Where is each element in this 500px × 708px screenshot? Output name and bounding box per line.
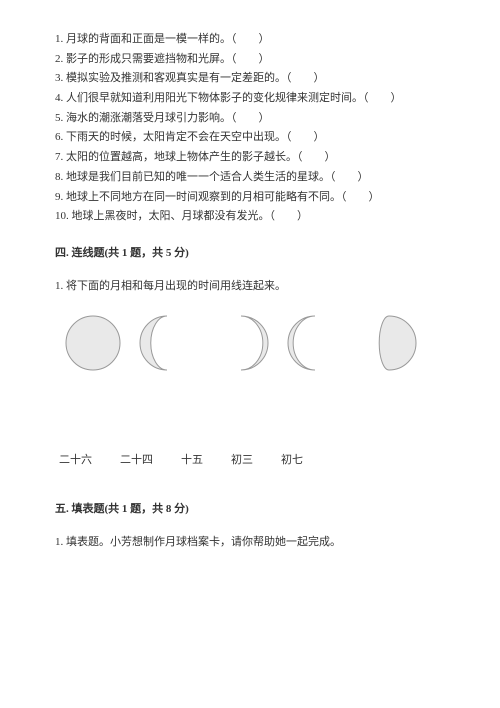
section-4-q1: 1. 将下面的月相和每月出现的时间用线连起来。	[55, 277, 450, 296]
judgment-item: 4. 人们很早就知道利用阳光下物体影子的变化规律来测定时间。（ ）	[55, 89, 450, 108]
judgment-question-list: 1. 月球的背面和正面是一模一样的。（ ）2. 影子的形成只需要遮挡物和光屏。（…	[55, 30, 450, 226]
judgment-item: 9. 地球上不同地方在同一时间观察到的月相可能略有不同。（ ）	[55, 188, 450, 207]
judgment-item: 7. 太阳的位置越高，地球上物体产生的影子越长。（ ）	[55, 148, 450, 167]
moon-phase-icon	[213, 315, 269, 371]
moon-phase-row	[65, 315, 450, 371]
moon-date-label: 二十四	[120, 451, 153, 470]
moon-phase	[213, 315, 269, 371]
moon-labels-row: 二十六 二十四 十五 初三 初七	[59, 451, 450, 470]
moon-date-label: 初七	[281, 451, 303, 470]
moon-phase	[65, 315, 121, 371]
moon-date-label: 十五	[181, 451, 203, 470]
moon-phase-icon	[139, 315, 195, 371]
judgment-item: 3. 模拟实验及推测和客观真实是有一定差距的。（ ）	[55, 69, 450, 88]
section-5-title: 五. 填表题(共 1 题，共 8 分)	[55, 500, 450, 519]
judgment-item: 8. 地球是我们目前已知的唯一一个适合人类生活的星球。（ ）	[55, 168, 450, 187]
moon-phase-icon	[65, 315, 121, 371]
moon-phase	[361, 315, 417, 371]
section-5-q1: 1. 填表题。小芳想制作月球档案卡，请你帮助她一起完成。	[55, 533, 450, 552]
judgment-item: 2. 影子的形成只需要遮挡物和光屏。（ ）	[55, 50, 450, 69]
judgment-item: 10. 地球上黑夜时，太阳、月球都没有发光。（ ）	[55, 207, 450, 226]
judgment-item: 1. 月球的背面和正面是一模一样的。（ ）	[55, 30, 450, 49]
moon-date-label: 初三	[231, 451, 253, 470]
moon-date-label: 二十六	[59, 451, 92, 470]
judgment-item: 5. 海水的潮涨潮落受月球引力影响。（ ）	[55, 109, 450, 128]
moon-phase	[287, 315, 343, 371]
moon-phase-icon	[361, 315, 417, 371]
section-4-title: 四. 连线题(共 1 题，共 5 分)	[55, 244, 450, 263]
moon-phase-icon	[287, 315, 343, 371]
moon-phase	[139, 315, 195, 371]
judgment-item: 6. 下雨天的时候，太阳肯定不会在天空中出现。（ ）	[55, 128, 450, 147]
